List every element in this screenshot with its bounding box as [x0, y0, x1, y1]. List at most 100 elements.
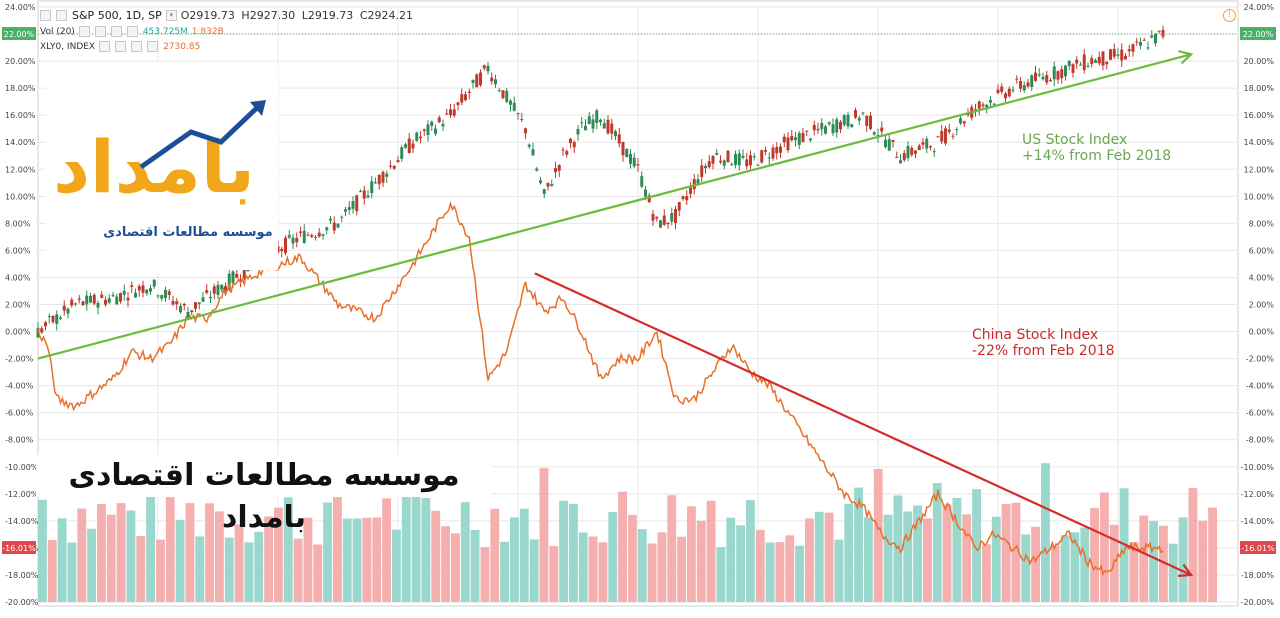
volume-bar	[578, 532, 588, 602]
y-tick-label-left: -2.00%	[5, 355, 34, 364]
last-value-badge-right-label: 22.00%	[1243, 30, 1274, 39]
candle-body	[715, 153, 719, 155]
candle-body	[947, 129, 951, 132]
candle-body	[749, 155, 752, 166]
candle-body	[572, 141, 576, 148]
candle-body	[786, 137, 790, 151]
y-tick-label-right: 6.00%	[1249, 246, 1275, 255]
candle-body	[985, 104, 989, 110]
volume-bar	[696, 520, 706, 602]
candle-body	[434, 128, 437, 134]
symbol-title[interactable]: S&P 500, 1D, SP	[72, 9, 162, 22]
candle-body	[299, 231, 302, 233]
candle-body	[194, 302, 197, 309]
candle-body	[486, 65, 490, 72]
eye-icon[interactable]	[99, 41, 111, 52]
candle-body	[1022, 85, 1026, 91]
candle-body	[96, 302, 100, 308]
candle-body	[44, 322, 47, 327]
volume-bar	[932, 483, 942, 602]
candle-body	[887, 139, 891, 151]
volume-bar	[1001, 503, 1011, 602]
y-tick-label-left: 10.00%	[5, 192, 36, 201]
volume-bar	[765, 542, 775, 602]
candle-body	[561, 149, 565, 151]
candle-body	[1161, 29, 1165, 37]
compare-symbol-label[interactable]: XLY0, INDEX	[40, 41, 96, 52]
volume-bar	[1198, 520, 1208, 602]
volume-bar	[726, 517, 736, 602]
volume-bar	[480, 547, 490, 602]
candle-body	[1116, 54, 1120, 56]
volume-bar	[1149, 521, 1158, 602]
candle-body	[554, 168, 557, 173]
candle-body	[644, 189, 647, 197]
last-value-badge-left-label: 22.00%	[4, 30, 35, 39]
close-icon[interactable]	[110, 26, 122, 37]
volume-bar	[283, 497, 293, 602]
candle-body	[1150, 35, 1154, 38]
candle-body	[1030, 75, 1034, 88]
volume-value: 453.725M	[142, 26, 188, 37]
symbol-settings-button[interactable]	[56, 10, 67, 21]
candle-body	[494, 79, 497, 85]
candle-body	[452, 109, 456, 116]
candle-body	[955, 129, 959, 131]
candle-body	[104, 299, 107, 305]
candle-body	[700, 165, 704, 177]
candle-body	[186, 312, 190, 318]
eye-icon[interactable]	[78, 26, 90, 37]
candle-body	[842, 115, 846, 125]
candle-body	[1041, 76, 1045, 80]
candle-body	[55, 314, 59, 324]
candle-body	[902, 153, 906, 161]
volume-bar	[175, 519, 185, 602]
candle-body	[362, 190, 366, 199]
volume-label[interactable]: Vol (20)	[40, 26, 75, 37]
candle-body	[610, 123, 614, 134]
warning-icon[interactable]: !	[1223, 9, 1236, 22]
candle-body	[291, 237, 295, 244]
volume-bar	[421, 498, 431, 602]
volume-bar	[323, 502, 332, 602]
close-icon[interactable]	[131, 41, 143, 52]
volume-bar	[844, 503, 854, 602]
more-icon[interactable]	[126, 26, 138, 37]
volume-bar	[805, 518, 814, 602]
candle-body	[1015, 78, 1019, 80]
y-tick-label-right: -10.00%	[1241, 463, 1275, 472]
candle-body	[527, 144, 531, 147]
y-tick-label-left: 16.00%	[5, 111, 36, 120]
last-value-badge-left	[2, 541, 36, 555]
candle-body	[344, 209, 347, 212]
volume-bar	[47, 540, 57, 602]
candle-body	[752, 156, 756, 158]
candle-body	[1101, 51, 1105, 66]
chevron-down-icon[interactable]: ▾	[165, 10, 177, 21]
more-icon[interactable]	[147, 41, 159, 52]
candle-body	[430, 121, 434, 126]
volume-bar	[903, 511, 913, 602]
candle-body	[726, 150, 730, 162]
candle-body	[899, 160, 902, 164]
china-annotation-line-2: -22% from Feb 2018	[972, 343, 1115, 359]
collapse-pane-button[interactable]	[40, 10, 51, 21]
symbol-header: S&P 500, 1D, SP ▾ O2919.73 H2927.30 L291…	[40, 9, 416, 22]
candle-body	[812, 124, 816, 131]
y-tick-label-right: -2.00%	[1246, 355, 1275, 364]
candle-body	[1154, 33, 1157, 44]
candle-body	[692, 179, 696, 190]
settings-icon[interactable]	[115, 41, 127, 52]
y-tick-label-right: 16.00%	[1243, 111, 1274, 120]
candle-body	[389, 165, 392, 167]
candle-body	[464, 94, 467, 101]
candle-body	[745, 159, 749, 167]
volume-bar	[333, 484, 342, 602]
candle-body	[209, 296, 212, 299]
candle-body	[92, 294, 96, 304]
volume-bar	[775, 542, 785, 602]
candle-body	[317, 232, 321, 237]
candle-body	[366, 195, 370, 198]
volume-bar	[146, 485, 155, 602]
settings-icon[interactable]	[94, 26, 106, 37]
